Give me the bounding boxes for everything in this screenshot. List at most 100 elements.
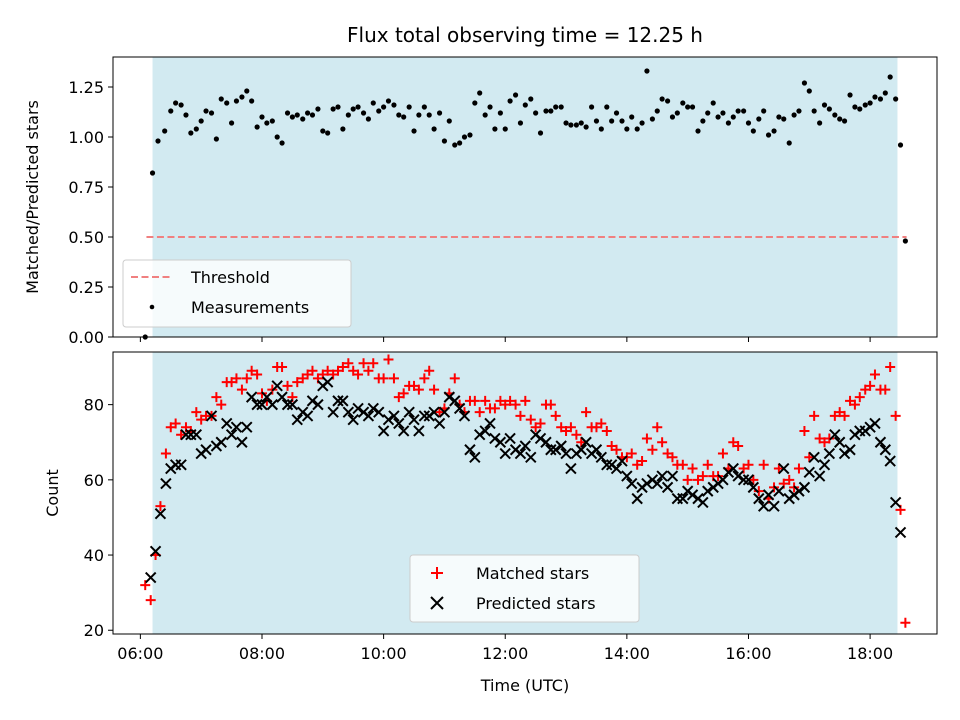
measurement-point xyxy=(887,74,893,80)
predicted-star-point xyxy=(813,470,826,482)
predicted-star-point xyxy=(823,447,836,460)
matched-star-point xyxy=(191,407,202,418)
matched-star-point xyxy=(292,377,303,388)
measurement-point xyxy=(391,102,397,108)
measurement-point xyxy=(862,102,868,108)
measurement-point xyxy=(720,110,726,116)
matched-star-point xyxy=(145,595,156,606)
predicted-star-point xyxy=(753,492,765,505)
measurement-point xyxy=(350,106,356,112)
measurement-point xyxy=(624,126,630,132)
matched-star-point xyxy=(337,362,348,373)
matched-star-point xyxy=(550,410,561,421)
measurement-point xyxy=(396,112,402,118)
predicted-star-point xyxy=(879,444,892,456)
measurement-point xyxy=(745,120,752,126)
measurement-point xyxy=(665,98,671,104)
ratio-legend: Threshold Measurements xyxy=(122,259,352,328)
measurement-point xyxy=(543,108,549,114)
measurement-point xyxy=(710,100,716,106)
measurement-point xyxy=(629,114,635,120)
measurement-point xyxy=(837,116,843,122)
matched-star-point xyxy=(363,365,374,376)
predicted-star-point xyxy=(534,432,547,445)
matched-star-point xyxy=(657,437,668,448)
measurement-point xyxy=(421,104,427,110)
predicted-star-point xyxy=(641,477,653,490)
predicted-star-point xyxy=(327,406,339,418)
matched-star-point xyxy=(839,410,850,421)
measurement-point xyxy=(457,140,463,146)
measurement-point xyxy=(730,114,736,120)
measurement-point xyxy=(193,126,199,132)
measurement-point xyxy=(507,98,513,104)
measurement-point xyxy=(446,118,452,124)
measurement-point xyxy=(441,138,448,144)
matched-star-point xyxy=(545,399,556,410)
y-tick-label: 0.00 xyxy=(68,328,104,347)
predicted-star-point xyxy=(545,444,557,456)
matched-star-point xyxy=(849,399,860,410)
measurement-point xyxy=(461,134,468,140)
measurement-point xyxy=(183,112,189,118)
predicted-star-point xyxy=(686,489,699,501)
predicted-star-point xyxy=(377,425,390,437)
measurement-point xyxy=(750,128,756,134)
measurement-point xyxy=(771,128,777,134)
predicted-star-point xyxy=(525,451,537,463)
matched-star-point xyxy=(383,354,394,365)
measurement-point xyxy=(320,128,326,134)
matched-star-point xyxy=(565,422,576,433)
measurement-point xyxy=(279,140,285,146)
measurement-point xyxy=(274,134,280,140)
measurement-point xyxy=(512,92,519,98)
matched-star-point xyxy=(429,384,440,395)
measurement-point xyxy=(826,106,832,112)
predicted-star-point xyxy=(884,455,896,467)
measurement-point xyxy=(300,116,306,122)
predicted-star-point xyxy=(580,436,592,448)
predicted-star-point xyxy=(803,466,816,479)
measurement-point xyxy=(162,128,168,134)
matched-star-point xyxy=(682,474,693,485)
measurement-point xyxy=(821,102,828,108)
matched-star-point xyxy=(252,369,263,380)
matched-star-point xyxy=(424,365,435,376)
y-tick-label: 40 xyxy=(84,546,104,565)
predicted-star-point xyxy=(276,391,288,403)
predicted-star-point xyxy=(154,507,167,520)
measurement-point xyxy=(573,122,579,128)
x-tick-label: 12:00 xyxy=(482,644,528,663)
predicted-star-point xyxy=(428,406,440,418)
matched-star-point xyxy=(677,459,688,470)
predicted-star-point xyxy=(443,391,455,403)
predicted-star-point xyxy=(838,447,851,460)
predicted-star-point xyxy=(601,459,613,471)
measurement-point xyxy=(309,112,316,118)
predicted-star-point xyxy=(621,470,633,482)
y-tick-label: 80 xyxy=(84,396,104,415)
predicted-legend-label: Predicted stars xyxy=(476,594,596,613)
predicted-star-point xyxy=(504,432,516,445)
matched-star-point xyxy=(505,395,516,406)
y-tick-label: 0.75 xyxy=(68,178,104,197)
matched-star-point xyxy=(885,362,896,373)
predicted-star-point xyxy=(352,402,364,415)
matched-star-point xyxy=(216,399,227,410)
measurement-point xyxy=(654,108,660,114)
matched-star-point xyxy=(343,358,354,369)
matched-star-point xyxy=(277,362,288,373)
x-tick-label: 14:00 xyxy=(604,644,650,663)
matched-star-point xyxy=(804,452,815,463)
predicted-star-point xyxy=(433,417,446,430)
measurement-point xyxy=(436,110,443,116)
matched-star-point xyxy=(515,410,526,421)
predicted-star-point xyxy=(180,429,192,441)
measurement-point xyxy=(149,170,156,176)
measurement-point xyxy=(264,120,270,126)
measurement-point xyxy=(897,142,904,148)
matched-star-point xyxy=(322,365,333,376)
predicted-star-point xyxy=(717,474,729,486)
measurement-point xyxy=(244,88,250,94)
predicted-star-point xyxy=(889,496,902,509)
